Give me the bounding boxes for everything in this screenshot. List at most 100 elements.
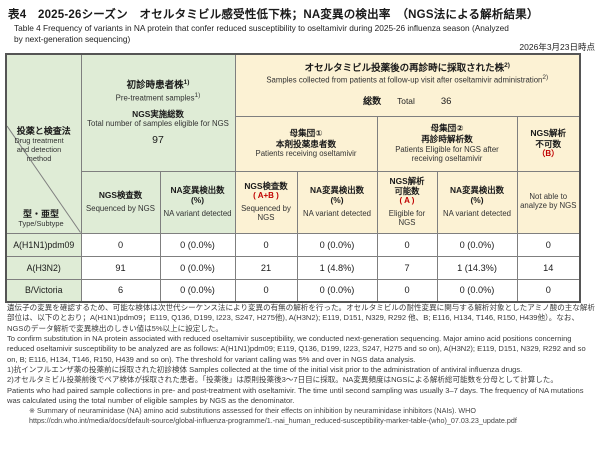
cell-value: 0 [234,232,298,257]
cell-value: 7 [376,255,438,280]
not-analyzable-label-ja-2: 不可数 [535,138,562,149]
pretreatment-title-ja: 初診時患者株 [126,80,184,92]
cell-value: 0 (0.0%) [296,232,378,257]
cell-value: 0 (0.0%) [159,255,236,280]
subheader-en: Sequenced by NGS [86,204,155,214]
subheader-ja-2: 可能数 [394,185,420,196]
corner-header-cell: 投薬と検査法 Drug treatment and detection meth… [5,53,82,234]
cell-value: 0 [376,232,438,257]
subheader-ja-2: (%) [190,195,205,206]
pretreatment-count-label-en: Total number of samples eligible for NGS [87,119,229,129]
subheader-ja: NA変異検出数 [450,184,504,195]
corner-top-label-ja: 投薬と検査法 [16,125,71,136]
corner-bottom-label-ja: 型・亜型 [22,208,59,219]
who-reference-url[interactable]: https://cdn.who.int/media/docs/default-s… [29,416,517,426]
table-row: B/Victoria 6 0 (0.0%) 0 0 (0.0%) 0 0 (0.… [5,278,581,303]
group2-label-ja-2: 再診時解析数 [421,134,473,145]
subheader-post-sequenced-ab: NGS検査数 ( A+B ) Sequenced by NGS [234,170,298,234]
posttreatment-title-en: Samples collected from patients at follo… [266,75,543,85]
subheader-en: NA variant detected [163,209,232,219]
subheader-en: Sequenced by NGS [241,204,291,223]
pretreatment-total-count: 97 [152,134,164,147]
cell-value: 0 (0.0%) [159,232,236,257]
subheader-en: Not able to analyze by NGS [520,192,577,210]
cell-value: 0 [516,278,581,303]
subheader-ja-2: (%) [470,195,484,206]
subheader-ja: NA変異検出数 [170,184,225,195]
cell-value: 0 (0.0%) [296,278,378,303]
cell-value: 21 [234,255,298,280]
footnote-marker-1: 1) [183,79,190,87]
cell-value: 91 [80,255,161,280]
posttreatment-total-count: 36 [440,95,452,107]
cell-value: 0 [516,232,581,257]
cell-value: 1 (4.8%) [296,255,378,280]
footnotes: 遺伝子の変異を確認するため、可能な検体は次世代シーケンス法により変異の有無の解析… [7,303,595,426]
subheader-ja: NGS解析 [389,175,425,186]
cell-value: 0 [80,232,161,257]
footnote-marker-2-en: 2) [542,74,549,82]
subheader-eligible-a: NGS解析 可能数 ( A ) Eligible for NGS [376,170,438,234]
footnote-1: 1)抗インフルエンザ薬の投薬前に採取された初診検体 Samples collec… [7,364,523,374]
corner-bottom-label-en: Type/Subtype [18,218,64,228]
corner-top-label-en: Drug treatment and detection method [14,135,64,163]
page-title: 表4 2025-26シーズン オセルタミビル感受性低下株；NA変異の検出率 （N… [8,9,539,21]
subheader-not-analyzable: Not able to analyze by NGS [516,170,581,234]
footnote-method-en: To confirm substitution in NA protein as… [7,333,586,364]
row-label-h3n2: A(H3N2) [5,255,82,280]
subheader-en: NA variant detected [442,209,512,219]
cell-value: 0 (0.0%) [159,278,236,303]
footnote-marker-2: 2) [504,61,510,69]
footnote-2-en: Patients who had paired sample collectio… [7,385,584,405]
subheader-ja: NGS検査数 [98,189,143,200]
group2-label-en: Patients Eligible for NGS after receivin… [395,144,499,163]
not-analyzable-header-cell: NGS解析 不可数 （B） [516,115,581,172]
group2-header-cell: 母集団② 再診時解析数 Patients Eligible for NGS af… [376,115,518,172]
subheader-en: NA variant detected [302,209,372,219]
cell-value: 0 (0.0%) [436,278,518,303]
cell-value: 1 (14.3%) [436,255,518,280]
not-analyzable-label-ja-1: NGS解析 [530,127,567,138]
table-row: A(H3N2) 91 0 (0.0%) 21 1 (4.8%) 7 1 (14.… [5,255,581,280]
group1-header-cell: 母集団① 本剤投薬患者数 Patients receiving oseltami… [234,115,378,172]
footnote-method-ja: 遺伝子の変異を確認するため、可能な検体は次世代シーケンス法により変異の有無の解析… [7,303,595,333]
footnote-marker-1-en: 1) [194,91,201,99]
results-table: 投薬と検査法 Drug treatment and detection meth… [5,53,581,303]
code-A-plus-B: ( A+B ) [253,190,279,200]
subheader-pre-sequenced: NGS検査数 Sequenced by NGS [80,170,161,234]
cell-value: 0 [234,278,298,303]
subheader-en: Eligible for NGS [388,209,426,228]
subheader-post-variant-1: NA変異検出数 (%) NA variant detected [296,170,378,234]
table-row: A(H1N1)pdm09 0 0 (0.0%) 0 0 (0.0%) 0 0 (… [5,232,581,257]
who-reference: ※ Summary of neuraminidase (NA) amino ac… [29,406,476,416]
cell-value: 6 [80,278,161,303]
as-of-date: 2026年3月23日時点 [519,42,595,52]
group1-label-ja-2: 本剤投薬患者数 [275,138,337,149]
subheader-ja-2: (%) [330,195,344,206]
subheader-ja: NA変異検出数 [310,184,364,195]
row-label-h1n1: A(H1N1)pdm09 [5,232,82,257]
cell-value: 0 (0.0%) [436,232,518,257]
total-label-ja: 総数 [363,95,382,106]
cell-value: 14 [516,255,581,280]
total-label-en: Total [397,95,415,106]
subheader-ja: NGS検査数 [244,180,288,191]
code-B: （B） [537,149,560,159]
posttreatment-header-cell: オセルタミビル投薬後の再診時に採取された株2) Samples collecte… [234,53,581,117]
cell-value: 0 [376,278,438,303]
page-subtitle-english: Table 4 Frequency of variants in NA prot… [14,23,509,44]
group1-label-ja-1: 母集団① [289,127,323,138]
posttreatment-title-ja: オセルタミビル投薬後の再診時に採取された株 [304,62,505,74]
subheader-pre-variant: NA変異検出数 (%) NA variant detected [159,170,236,234]
row-label-bvictoria: B/Victoria [5,278,82,303]
diagonal-divider [7,55,81,233]
footnote-2-ja: 2)オセルタミビル投薬前後でペア検体が採取された患者。「投薬後」は原則投薬後3～… [7,375,558,385]
pretreatment-count-label-ja: NGS実施総数 [132,109,184,120]
code-A: ( A ) [399,195,415,205]
group1-label-en: Patients receiving oseltamivir [255,149,357,159]
pretreatment-header-cell: 初診時患者株1) Pre-treatment samples1) NGS実施総数… [80,53,236,172]
pretreatment-title-en: Pre-treatment samples [115,93,195,103]
group2-label-ja-1: 母集団② [430,123,464,134]
subheader-post-variant-2: NA変異検出数 (%) NA variant detected [436,170,518,234]
